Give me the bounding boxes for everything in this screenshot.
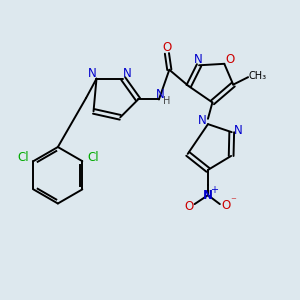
Text: Cl: Cl — [17, 151, 29, 164]
Text: N: N — [203, 189, 213, 202]
Text: N: N — [234, 124, 243, 137]
Text: H: H — [163, 96, 170, 106]
Text: O: O — [184, 200, 194, 213]
Text: O: O — [226, 53, 235, 66]
Text: N: N — [156, 88, 165, 100]
Text: O: O — [222, 199, 231, 212]
Text: CH₃: CH₃ — [248, 71, 267, 81]
Text: O: O — [162, 41, 172, 54]
Text: Cl: Cl — [87, 151, 98, 164]
Text: N: N — [88, 67, 96, 80]
Text: +: + — [211, 185, 218, 195]
Text: ⁻: ⁻ — [230, 196, 236, 206]
Text: N: N — [123, 67, 132, 80]
Text: N: N — [194, 53, 202, 66]
Text: N: N — [198, 114, 207, 127]
